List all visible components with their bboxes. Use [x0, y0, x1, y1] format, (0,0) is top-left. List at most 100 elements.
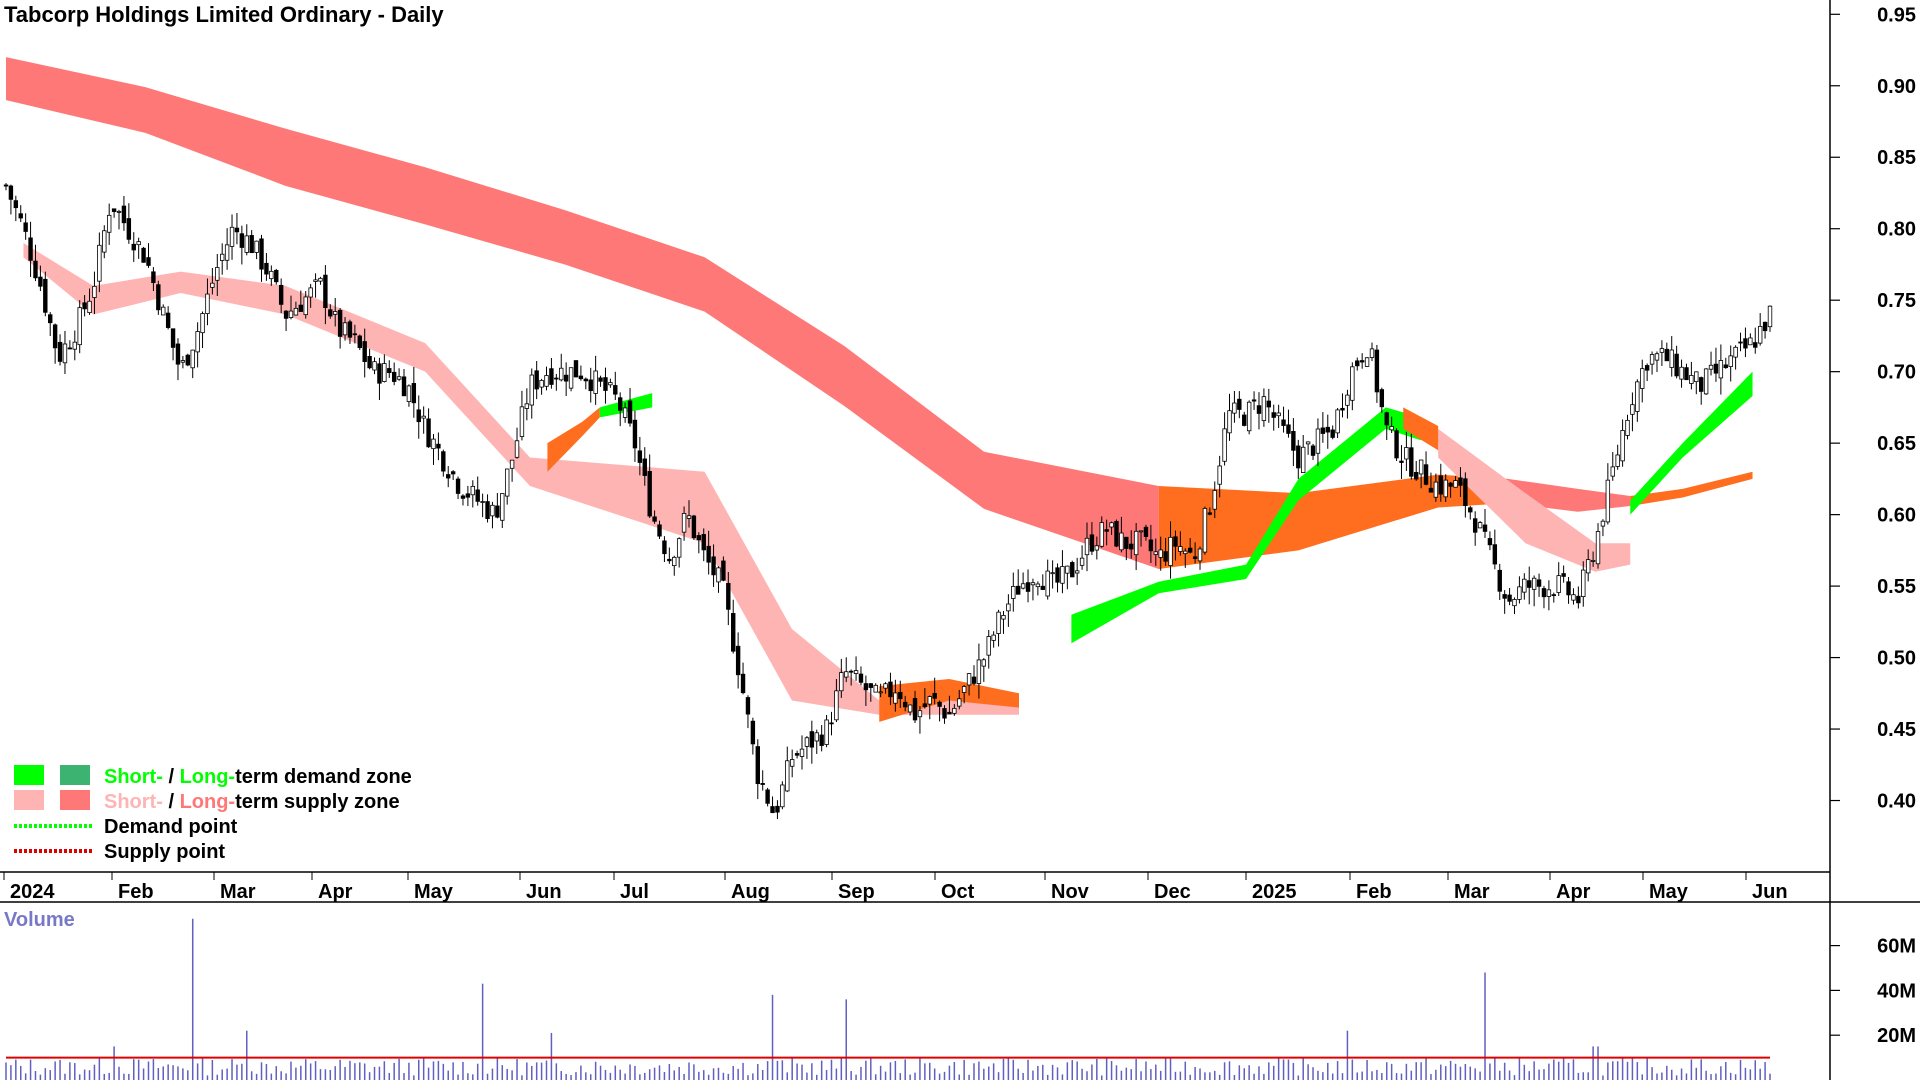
candle-body: [33, 260, 38, 279]
candle-body: [873, 684, 878, 693]
candle-body: [151, 271, 156, 284]
legend-label-part: /: [163, 791, 180, 813]
price-candles: [3, 182, 1773, 820]
candle-body: [676, 538, 682, 558]
candle-body: [1531, 577, 1537, 590]
candle-body: [1679, 366, 1684, 380]
candle-body: [814, 732, 819, 742]
candle-body: [1187, 547, 1193, 553]
candle-body: [524, 403, 530, 409]
candle-body: [229, 226, 235, 247]
band-long-term-supply: [6, 57, 1159, 569]
volume-title: Volume: [4, 909, 75, 931]
candle-body: [1418, 459, 1424, 475]
candle-body: [1753, 342, 1758, 348]
candle-body: [1271, 412, 1276, 418]
candle-body: [1571, 594, 1576, 601]
candle-body: [1610, 466, 1615, 477]
candle-body: [1497, 569, 1502, 592]
candle-body: [711, 556, 716, 576]
candle-body: [961, 686, 967, 693]
candle-body: [1581, 569, 1586, 597]
candle-body: [382, 363, 387, 382]
candle-body: [1016, 585, 1021, 595]
candle-body: [1089, 534, 1095, 552]
candle-body: [1296, 445, 1301, 469]
candle-body: [534, 370, 539, 390]
candle-body: [446, 474, 451, 479]
candle-body: [1104, 529, 1109, 532]
candle-body: [883, 683, 888, 689]
candle-body: [627, 400, 633, 424]
candle-body: [657, 524, 662, 537]
candle-body: [1718, 360, 1724, 379]
candle-body: [785, 760, 790, 792]
candle-body: [1212, 490, 1217, 510]
candle-body: [632, 419, 638, 449]
candle-body: [1595, 531, 1601, 565]
candle-body: [333, 311, 338, 315]
candle-body: [342, 322, 348, 336]
candle-body: [1330, 429, 1335, 438]
candle-body: [672, 556, 677, 567]
month-label: Feb: [1356, 881, 1392, 903]
candle-body: [1684, 367, 1689, 381]
candle-body: [976, 659, 982, 684]
candle-body: [1030, 582, 1036, 586]
candle-body: [1546, 589, 1552, 597]
candle-body: [416, 409, 421, 423]
candle-body: [308, 287, 313, 298]
candle-body: [1694, 371, 1699, 383]
legend-label: Short- / Long-term demand zone: [104, 766, 412, 788]
candle-body: [1109, 522, 1114, 528]
candle-body: [765, 789, 770, 804]
candle-body: [927, 696, 932, 705]
candle-body: [1659, 348, 1665, 353]
candle-body: [1060, 566, 1065, 584]
candle-body: [912, 698, 918, 721]
candle-body: [205, 293, 210, 314]
month-label: Apr: [1556, 881, 1591, 903]
candle-body: [111, 208, 117, 212]
candle-body: [1364, 357, 1370, 367]
candle-body: [377, 363, 382, 384]
candle-body: [13, 200, 19, 209]
candle-body: [121, 205, 127, 224]
candle-body: [1433, 481, 1439, 498]
candle-body: [347, 321, 353, 338]
candle-body: [131, 243, 136, 251]
candle-body: [799, 748, 805, 757]
candle-body: [568, 367, 574, 389]
candle-body: [563, 374, 569, 382]
candle-body: [1743, 338, 1748, 349]
candle-body: [1482, 524, 1488, 532]
volume-tick-label: 20M: [1877, 1025, 1916, 1047]
candle-body: [981, 659, 987, 667]
month-label: Mar: [1454, 881, 1490, 903]
candle-body: [1414, 471, 1419, 480]
candle-body: [1409, 447, 1414, 477]
price-tick-label: 0.60: [1877, 505, 1916, 527]
candle-body: [996, 611, 1001, 634]
candle-body: [200, 313, 205, 334]
candle-body: [1242, 414, 1247, 426]
candle-body: [362, 341, 367, 362]
candle-body: [224, 244, 230, 261]
candle-body: [254, 240, 259, 253]
candle-body: [1551, 594, 1556, 597]
candle-body: [146, 257, 151, 266]
candle-body: [853, 670, 859, 674]
candle-body: [220, 253, 225, 261]
candle-body: [1001, 615, 1006, 620]
candle-body: [1173, 536, 1178, 547]
candle-body: [1654, 353, 1660, 361]
candle-body: [1536, 579, 1542, 587]
legend-label-part: Supply point: [104, 841, 225, 863]
candle-body: [1630, 404, 1635, 415]
candle-body: [1723, 364, 1728, 369]
candle-body: [509, 459, 515, 469]
price-tick-label: 0.50: [1877, 648, 1916, 670]
candle-body: [1133, 530, 1139, 556]
candle-body: [450, 471, 456, 475]
candle-body: [878, 691, 883, 694]
